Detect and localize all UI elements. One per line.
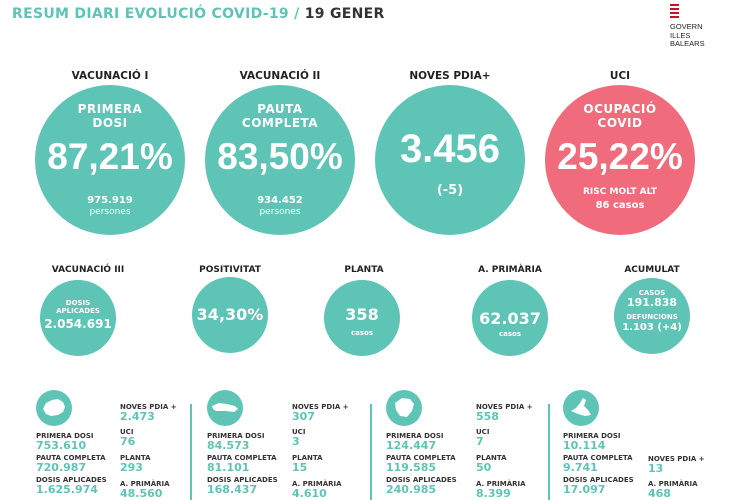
divider-1	[190, 404, 192, 500]
acum-l1: CASOS	[638, 289, 666, 297]
positivitat-value: 34,30%	[196, 305, 264, 324]
formentera-aprim: A. PRIMÀRIA 468	[648, 480, 698, 500]
mallorca-primera: PRIMERA DOSI 753.610	[36, 432, 94, 452]
uci-risk: RISC MOLT ALT	[583, 187, 657, 197]
eivissa-dosis: DOSIS APLICADES 240.985	[386, 476, 457, 496]
pauta-line2: COMPLETA	[241, 116, 319, 130]
acum-v2: 1.103 (+4)	[622, 322, 682, 333]
logo-line1: GOVERN	[670, 22, 703, 31]
formentera-pauta: PAUTA COMPLETA 9.741	[563, 454, 633, 474]
label-noves-pdia: NOVES PDIA+	[409, 70, 491, 82]
uci-value: 25,22%	[557, 136, 683, 177]
pauta-value: 83,50%	[217, 136, 343, 177]
vac3-l2: APLICADES	[56, 307, 100, 315]
menorca-icon	[207, 390, 243, 426]
uci-line2: COVID	[597, 116, 643, 130]
circle-positivitat: 34,30%	[192, 277, 268, 353]
mallorca-planta: PLANTA 293	[120, 454, 151, 474]
circle-a-primaria: 62.037 casos	[472, 280, 548, 356]
pauta-unit: persones	[259, 207, 301, 217]
label-vacunacio-i: VACUNACIÓ I	[71, 70, 149, 82]
pauta-line1: PAUTA	[257, 102, 303, 116]
aprim-unit: casos	[498, 330, 521, 338]
planta-value: 358	[345, 305, 379, 324]
formentera-icon	[563, 390, 599, 426]
eivissa-pdia: NOVES PDIA + 558	[476, 403, 533, 423]
eivissa-primera: PRIMERA DOSI 124.447	[386, 432, 444, 452]
mallorca-pauta: PAUTA COMPLETA 720.987	[36, 454, 106, 474]
mallorca-icon	[36, 390, 72, 426]
circle-uci-ocupacio: OCUPACIÓ COVID 25,22% RISC MOLT ALT 86 c…	[545, 85, 695, 235]
uci-line1: OCUPACIÓ	[583, 102, 657, 116]
circle-vacunacio-iii: DOSIS APLICADES 2.054.691	[40, 280, 116, 356]
acum-v1: 191.838	[626, 296, 678, 309]
formentera-primera: PRIMERA DOSI 10.114	[563, 432, 621, 452]
label-acumulat: ACUMULAT	[624, 265, 680, 275]
uci-cases: 86 casos	[595, 200, 645, 211]
menorca-planta: PLANTA 15	[292, 454, 323, 474]
mallorca-pdia: NOVES PDIA + 2.473	[120, 403, 177, 423]
label-vacunacio-iii: VACUNACIÓ III	[51, 265, 125, 275]
circle-planta: 358 casos	[324, 280, 400, 356]
label-vacunacio-ii: VACUNACIÓ II	[239, 70, 321, 82]
label-a-primaria: A. PRIMÀRIA	[478, 265, 542, 275]
menorca-pauta: PAUTA COMPLETA 81.101	[207, 454, 277, 474]
mallorca-dosis: DOSIS APLICADES 1.625.974	[36, 476, 107, 496]
mallorca-aprim: A. PRIMÀRIA 48.560	[120, 480, 170, 500]
eivissa-pauta: PAUTA COMPLETA 119.585	[386, 454, 456, 474]
eivissa-icon	[386, 390, 422, 426]
circle-noves-pdia: 3.456 (-5)	[375, 85, 525, 235]
vac3-l1: DOSIS	[65, 299, 91, 307]
logo-line2: ILLES	[670, 30, 691, 40]
flag-icon	[670, 4, 679, 18]
eivissa-aprim: A. PRIMÀRIA 8.399	[476, 480, 526, 500]
circle-acumulat: CASOS 191.838 DEFUNCIONS 1.103 (+4)	[614, 278, 690, 354]
divider-3	[548, 404, 550, 500]
eivissa-uci: UCI 7	[476, 428, 490, 448]
logo-line3: BALEARS	[670, 39, 705, 48]
menorca-primera: PRIMERA DOSI 84.573	[207, 432, 265, 452]
formentera-dosis: DOSIS APLICADES 17.097	[563, 476, 634, 496]
primera-line2: DOSI	[92, 116, 128, 130]
title-date: 19 GENER	[304, 6, 385, 22]
primera-value: 87,21%	[47, 136, 173, 177]
primera-line1: PRIMERA	[77, 102, 143, 116]
circle-pauta-completa: PAUTA COMPLETA 83,50% 934.452 persones	[205, 85, 355, 235]
primera-count: 975.919	[87, 195, 133, 206]
menorca-pdia: NOVES PDIA + 307	[292, 403, 349, 423]
menorca-aprim: A. PRIMÀRIA 4.610	[292, 480, 342, 500]
pdia-delta: (-5)	[436, 183, 464, 198]
vac3-value: 2.054.691	[44, 317, 112, 331]
menorca-uci: UCI 3	[292, 428, 306, 448]
planta-unit: casos	[350, 329, 373, 337]
pauta-count: 934.452	[257, 195, 303, 206]
acum-l2: DEFUNCIONS	[626, 313, 678, 321]
page-title: RESUM DIARI EVOLUCIÓ COVID-19 / 19 GENER	[12, 6, 385, 22]
circle-primera-dosi: PRIMERA DOSI 87,21% 975.919 persones	[35, 85, 185, 235]
eivissa-planta: PLANTA 50	[476, 454, 507, 474]
label-planta: PLANTA	[344, 265, 384, 275]
label-positivitat: POSITIVITAT	[199, 265, 261, 275]
mallorca-uci: UCI 76	[120, 428, 136, 448]
pdia-value: 3.456	[399, 127, 501, 171]
title-main: RESUM DIARI EVOLUCIÓ COVID-19 /	[12, 6, 300, 22]
divider-2	[370, 404, 372, 500]
menorca-dosis: DOSIS APLICADES 168.437	[207, 476, 278, 496]
label-uci: UCI	[609, 70, 631, 82]
formentera-pdia: NOVES PDIA + 13	[648, 455, 705, 475]
primera-unit: persones	[89, 207, 131, 217]
aprim-value: 62.037	[479, 309, 541, 328]
